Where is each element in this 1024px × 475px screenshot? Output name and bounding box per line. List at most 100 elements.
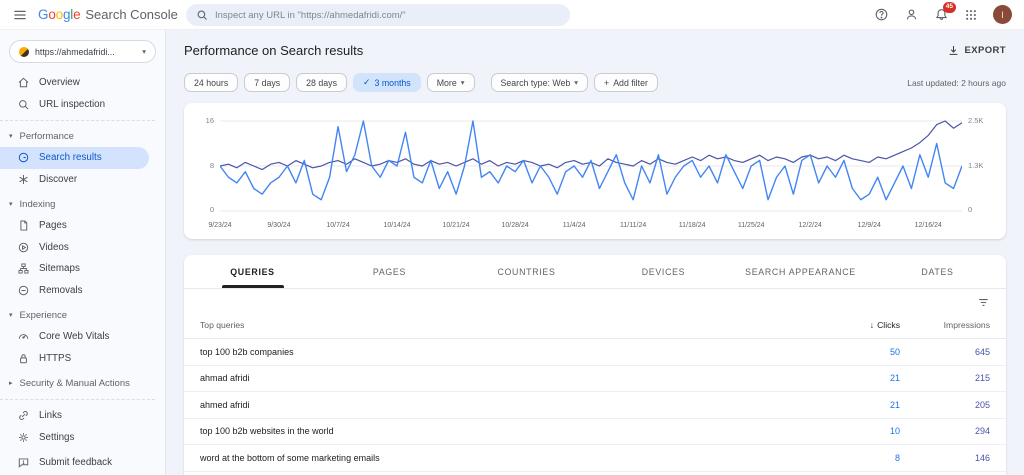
x-axis-tick: 9/30/24 (267, 222, 291, 229)
x-axis-tick: 11/11/24 (620, 222, 647, 229)
add-filter-chip[interactable]: + Add filter (594, 73, 658, 92)
table-row[interactable]: top 100 b2b companies 50 645 (184, 339, 1006, 366)
sidebar-section-indexing[interactable]: ▾ Indexing (0, 194, 165, 215)
range-chip-7-days[interactable]: 7 days (244, 73, 291, 92)
x-axis-tick: 12/16/24 (914, 222, 942, 229)
url-inspection-input[interactable] (215, 9, 560, 21)
sort-desc-icon: ↓ (869, 320, 875, 330)
table-row[interactable]: top 100 b2b websites in the world 10 294 (184, 419, 1006, 445)
sidebar-item-url-inspection[interactable]: URL inspection (0, 94, 149, 116)
sidebar-item-search-results[interactable]: Search results (0, 147, 149, 169)
sidebar-section-label: Performance (19, 131, 74, 142)
column-header-impressions[interactable]: Impressions (943, 320, 990, 330)
sidebar-item-https[interactable]: HTTPS (0, 348, 149, 370)
link-icon (17, 409, 30, 422)
sidebar-item-videos[interactable]: Videos (0, 237, 149, 259)
sidebar-item-pages[interactable]: Pages (0, 215, 149, 237)
range-chip-24-hours[interactable]: 24 hours (184, 73, 239, 92)
sidebar-item-label: Discover (39, 173, 78, 185)
tab-countries[interactable]: COUNTRIES (497, 266, 556, 277)
help-button[interactable] (874, 7, 889, 22)
tab-queries[interactable]: QUERIES (184, 255, 321, 288)
sidebar-item-label: Links (39, 410, 62, 422)
download-icon (947, 44, 960, 57)
axis-label: 2.5K (968, 116, 984, 125)
query-cell: word at the bottom of some marketing ema… (200, 452, 380, 463)
gauge-icon (17, 330, 30, 343)
query-cell: top 100 b2b websites in the world (200, 426, 334, 437)
sidebar-item-submit-feedback[interactable]: Submit feedback (0, 452, 149, 474)
sidebar-section-experience[interactable]: ▾ Experience (0, 305, 165, 326)
sidebar-item-core-web-vitals[interactable]: Core Web Vitals (0, 326, 149, 348)
chart-area: 16 8 0 2.5K 1.3K 0 (196, 115, 994, 215)
asterisk-icon (17, 173, 30, 186)
x-axis-tick: 9/23/24 (208, 222, 232, 229)
sidebar-item-label: HTTPS (39, 352, 72, 364)
table-filter-button[interactable] (977, 296, 990, 309)
triangle-down-icon: ▾ (9, 201, 13, 208)
table-row[interactable]: word at the bottom of some marketing ema… (184, 445, 1006, 472)
property-selector[interactable]: https://ahmedafridi... ▾ (9, 40, 156, 63)
dimensions-table-card: QUERIES PAGES COUNTRIES DEVICES SEARCH A… (184, 255, 1006, 475)
sidebar-item-overview[interactable]: Overview (0, 72, 149, 94)
column-header-clicks[interactable]: ↓ Clicks (869, 320, 900, 330)
property-label: https://ahmedafridi... (35, 46, 115, 57)
column-header-top-queries[interactable]: Top queries (200, 320, 245, 330)
chevron-down-icon: ▾ (574, 77, 579, 87)
performance-line-chart (220, 115, 962, 215)
sitemap-icon (17, 262, 30, 275)
x-axis-tick: 10/7/24 (326, 222, 350, 229)
notifications-button[interactable]: 45 (934, 2, 956, 22)
triangle-down-icon: ▾ (9, 312, 13, 319)
sidebar-item-settings[interactable]: Settings (0, 427, 149, 449)
export-button[interactable]: EXPORT (947, 44, 1006, 57)
x-axis-tick: 11/18/24 (678, 222, 706, 229)
sidebar-item-links[interactable]: Links (0, 405, 149, 427)
axis-label: 16 (205, 116, 214, 125)
table-row[interactable]: ahmed afridi 21 205 (184, 392, 1006, 419)
menu-button[interactable] (12, 7, 28, 23)
x-axis-tick: 12/9/24 (857, 222, 881, 229)
tab-dates[interactable]: DATES (921, 266, 954, 277)
apps-grid-button[interactable] (964, 8, 978, 22)
url-inspection-searchbar[interactable] (186, 4, 570, 26)
hamburger-icon (12, 7, 28, 23)
range-chip-3-months[interactable]: ✓ 3 months (352, 73, 421, 92)
sidebar-item-sitemaps[interactable]: Sitemaps (0, 258, 149, 280)
sidebar-item-discover[interactable]: Discover (0, 169, 149, 191)
search-type-chip[interactable]: Search type: Web ▾ (490, 73, 589, 92)
tab-devices[interactable]: DEVICES (641, 266, 686, 277)
range-chip-28-days[interactable]: 28 days (296, 73, 347, 92)
query-cell: ahmad afridi (200, 373, 250, 384)
feedback-bubble-icon (17, 456, 30, 469)
tab-pages[interactable]: PAGES (372, 266, 407, 277)
sidebar-section-label: Indexing (19, 199, 56, 210)
sidebar-item-removals[interactable]: Removals (0, 280, 149, 302)
account-avatar[interactable]: I (993, 5, 1012, 24)
impressions-cell: 146 (974, 452, 990, 463)
table-row[interactable]: ahmad afridi 21 215 (184, 366, 1006, 392)
sidebar-section-performance[interactable]: ▾ Performance (0, 126, 165, 147)
table-toolbar (184, 289, 1006, 312)
sidebar-divider (0, 399, 155, 400)
account-support-button[interactable] (904, 7, 919, 22)
check-icon: ✓ (362, 77, 371, 87)
sidebar-section-security-manual-actions[interactable]: ▸ Security & Manual Actions (0, 373, 165, 394)
tab-search-appearance[interactable]: SEARCH APPEARANCE (745, 266, 856, 277)
topbar: Google Search Console 45 (0, 0, 1024, 30)
sidebar-item-label: Videos (39, 241, 69, 253)
sidebar-item-label: URL inspection (39, 98, 106, 110)
gear-icon (17, 431, 30, 444)
app-logo: Google Search Console (38, 7, 178, 22)
clicks-cell: 21 (889, 373, 900, 384)
right-y-axis: 2.5K 1.3K 0 (968, 115, 994, 215)
impressions-cell: 645 (974, 346, 990, 357)
home-icon (17, 76, 30, 89)
filter-list-icon (977, 296, 990, 309)
range-chip-more[interactable]: More ▾ (426, 73, 475, 92)
sidebar-item-label: Settings (39, 431, 75, 443)
query-cell: ahmed afridi (200, 399, 250, 410)
sidebar-item-label: Removals (39, 284, 83, 296)
filter-bar: 24 hours 7 days 28 days ✓ 3 months More ▾ … (184, 73, 1006, 92)
clicks-cell: 10 (889, 426, 900, 437)
